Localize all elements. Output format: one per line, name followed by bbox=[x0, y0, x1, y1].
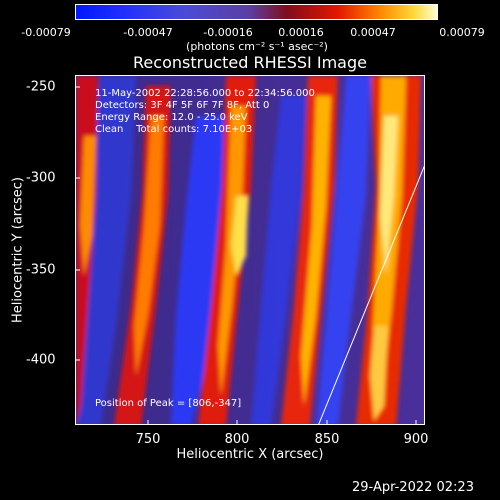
x-tick-label: 800 bbox=[224, 432, 250, 447]
x-tick-label: 900 bbox=[403, 432, 429, 447]
rhessi-image bbox=[75, 75, 425, 425]
colorbar-tick-label: -0.00079 bbox=[21, 26, 71, 39]
y-tick-label: -250 bbox=[26, 79, 56, 95]
clean-total-counts: Clean Total counts: 7.10E+03 bbox=[95, 124, 253, 135]
colorbar-tick-label: 0.00047 bbox=[350, 26, 396, 39]
detectors-info: Detectors: 3F 4F 5F 6F 7F 8F, Att 0 bbox=[95, 100, 270, 111]
y-tick-label: -400 bbox=[26, 352, 56, 368]
colorbar-tick-label: -0.00047 bbox=[123, 26, 173, 39]
y-axis-label: Heliocentric Y (arcsec) bbox=[10, 177, 26, 323]
energy-range: Energy Range: 12.0 - 25.0 keV bbox=[95, 112, 248, 123]
colorbar-tick-label: 0.00016 bbox=[278, 26, 324, 39]
x-tick-label: 850 bbox=[314, 432, 340, 447]
colorbar-units: (photons cm⁻² s⁻¹ asec⁻²) bbox=[186, 40, 328, 53]
solar-limb-line bbox=[318, 165, 424, 424]
image-title: Reconstructed RHESSI Image bbox=[133, 53, 367, 72]
colorbar-tick-label: -0.00016 bbox=[203, 26, 253, 39]
colorbar bbox=[75, 4, 438, 20]
x-axis-label: Heliocentric X (arcsec) bbox=[176, 447, 324, 462]
colorbar-tick-label: 0.00079 bbox=[439, 26, 485, 39]
observation-time: 11-May-2002 22:28:56.000 to 22:34:56.000 bbox=[95, 88, 315, 99]
y-tick-label: -300 bbox=[26, 170, 56, 186]
x-tick-label: 750 bbox=[135, 432, 161, 447]
y-tick-label: -350 bbox=[26, 262, 56, 278]
timestamp: 29-Apr-2022 02:23 bbox=[352, 480, 474, 495]
rhessi-image-raster bbox=[76, 76, 424, 424]
peak-position: Position of Peak = [806,-347] bbox=[95, 398, 242, 409]
